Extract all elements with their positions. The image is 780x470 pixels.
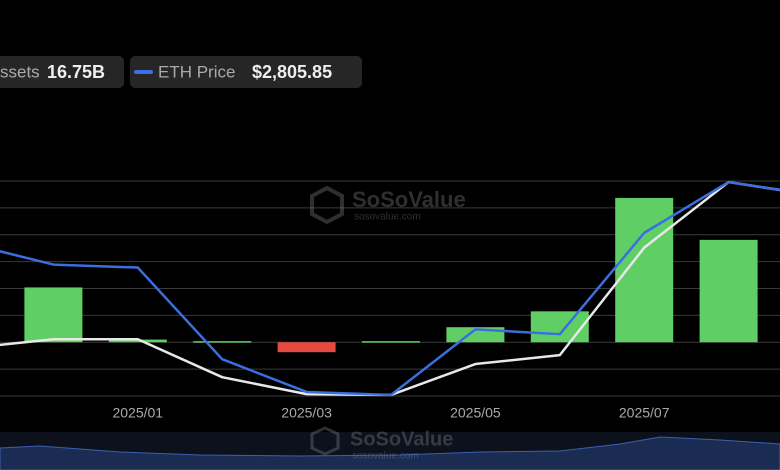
legend: ssets 16.75B ETH Price $2,805.85 [0,56,362,88]
watermark-sub: sosovalue.com [354,212,421,223]
plot [0,180,780,397]
bar [193,341,252,343]
bar [24,287,83,343]
x-tick-label: 2025/01 [112,405,163,421]
watermark-logo [310,185,344,225]
x-axis: 2025/01 2025/03 2025/05 2025/07 [112,405,669,421]
bar [362,341,420,343]
line [0,180,780,397]
watermark: SoSoValue sosovalue.com [310,185,466,225]
bar [530,311,589,343]
legend-label: ssets [0,62,40,81]
watermark-text: SoSoValue [350,428,453,450]
bar [699,239,758,343]
navigator-area [0,436,780,470]
x-tick-label: 2025/05 [450,405,501,421]
bar [108,339,167,343]
watermark-text: SoSoValue [352,187,466,212]
legend-chip [130,56,362,88]
navigator: SoSoValue sosovalue.com [0,426,780,470]
watermark-logo [310,426,340,456]
watermark-sub: sosovalue.com [352,451,419,462]
legend-label: ETH Price [158,62,235,81]
legend-chip [0,56,124,88]
legend-value: $2,805.85 [252,62,332,82]
x-tick-label: 2025/07 [619,405,670,421]
legend-value: 16.75B [47,62,105,82]
bar [277,342,336,353]
x-tick-label: 2025/03 [281,405,332,421]
